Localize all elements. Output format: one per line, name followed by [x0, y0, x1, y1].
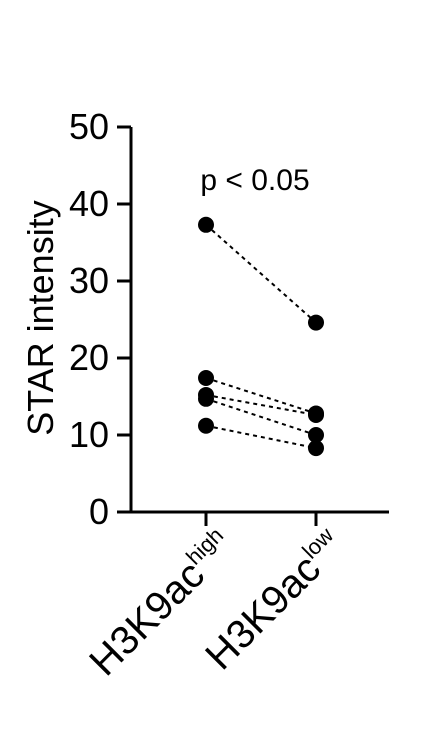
pair-line	[205, 224, 317, 324]
data-point-low	[308, 406, 324, 423]
y-tick-label: 50	[69, 106, 109, 147]
p-value-annotation: p < 0.05	[200, 164, 309, 197]
y-tick-label: 10	[69, 414, 109, 455]
pair-line	[205, 393, 317, 416]
paired-series	[198, 216, 324, 457]
pair-line	[205, 424, 317, 450]
data-point-low	[308, 427, 324, 443]
pair-line	[205, 377, 317, 415]
y-axis-ticks: 0 10 20 30 40 50	[69, 106, 131, 532]
data-point-high	[198, 390, 214, 407]
y-tick-label: 20	[69, 337, 109, 378]
data-point-high	[198, 417, 214, 434]
x-category-high-base: H3K9ac	[81, 553, 213, 685]
x-category-low-base: H3K9ac	[197, 547, 329, 679]
y-tick-label: 0	[89, 491, 109, 532]
data-point-high	[198, 216, 214, 233]
y-tick-label: 30	[69, 260, 109, 301]
data-point-high	[198, 370, 214, 387]
pair-line	[205, 397, 317, 436]
y-tick-label: 40	[69, 183, 109, 224]
data-point-low	[308, 440, 324, 457]
y-axis-label: STAR intensity	[20, 200, 61, 435]
data-point-low	[308, 314, 324, 331]
